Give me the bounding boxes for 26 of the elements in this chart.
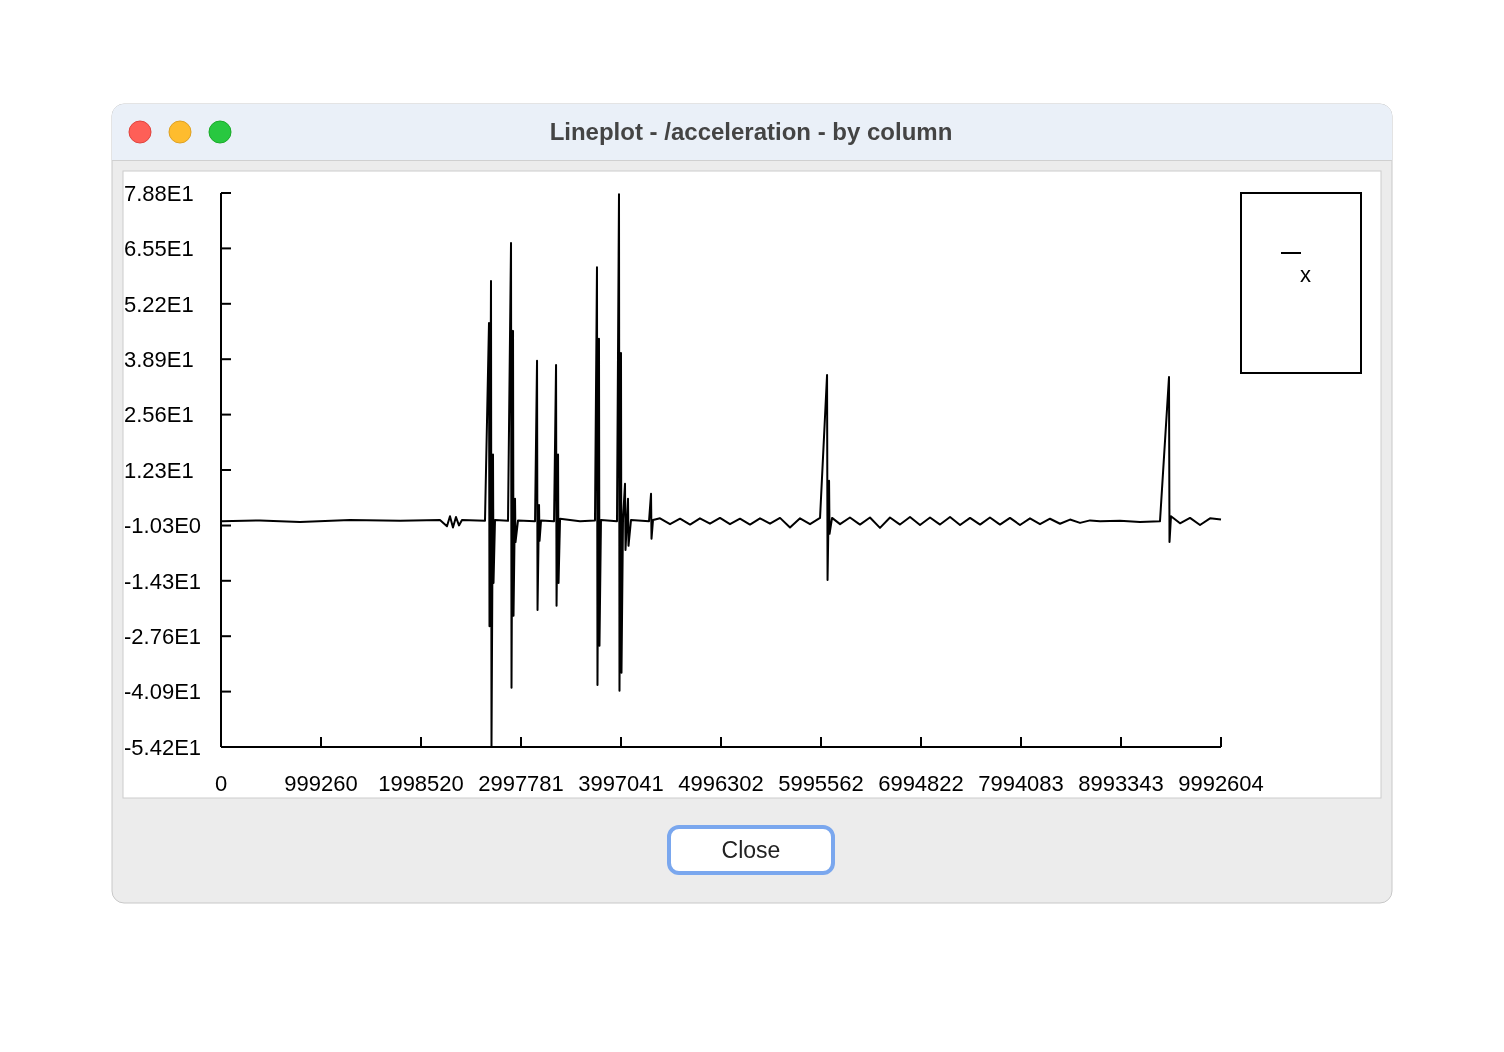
x-tick-label: 9992604 — [1178, 771, 1264, 796]
x-tick-label: 5995562 — [778, 771, 864, 796]
line-series — [220, 193, 1222, 748]
y-tick-label: 3.89E1 — [124, 346, 194, 372]
x-tick-label: 7994083 — [978, 771, 1064, 796]
y-tick-label: 2.56E1 — [124, 402, 194, 428]
y-tick-label: -1.03E0 — [124, 513, 202, 539]
legend-label: x — [1300, 262, 1311, 287]
close-button: Close — [667, 825, 835, 875]
y-tick-label: -4.09E1 — [124, 679, 202, 705]
y-tick-label: -5.42E1 — [124, 734, 202, 760]
y-tick-label: -2.76E1 — [124, 623, 202, 649]
y-tick-label: 6.55E1 — [124, 236, 194, 262]
x-tick-label: 1998520 — [378, 771, 464, 796]
y-tick-label: 5.22E1 — [124, 291, 194, 317]
x-tick-label: 4996302 — [678, 771, 764, 796]
x-tick-label: 8993343 — [1078, 771, 1164, 796]
chart-title: Lineplot - /acceleration - by column — [549, 118, 953, 145]
y-tick-label: -1.43E1 — [124, 568, 202, 594]
x-tick-label: 3997041 — [578, 771, 664, 796]
x-tick-label: 0 — [214, 771, 228, 796]
y-tick-label: 7.88E1 — [124, 180, 194, 206]
x-tick-label: 999260 — [284, 771, 358, 796]
y-tick-label: 1.23E1 — [124, 457, 194, 483]
x-tick-label: 6994822 — [878, 771, 964, 796]
x-tick-label: 2997781 — [478, 771, 564, 796]
